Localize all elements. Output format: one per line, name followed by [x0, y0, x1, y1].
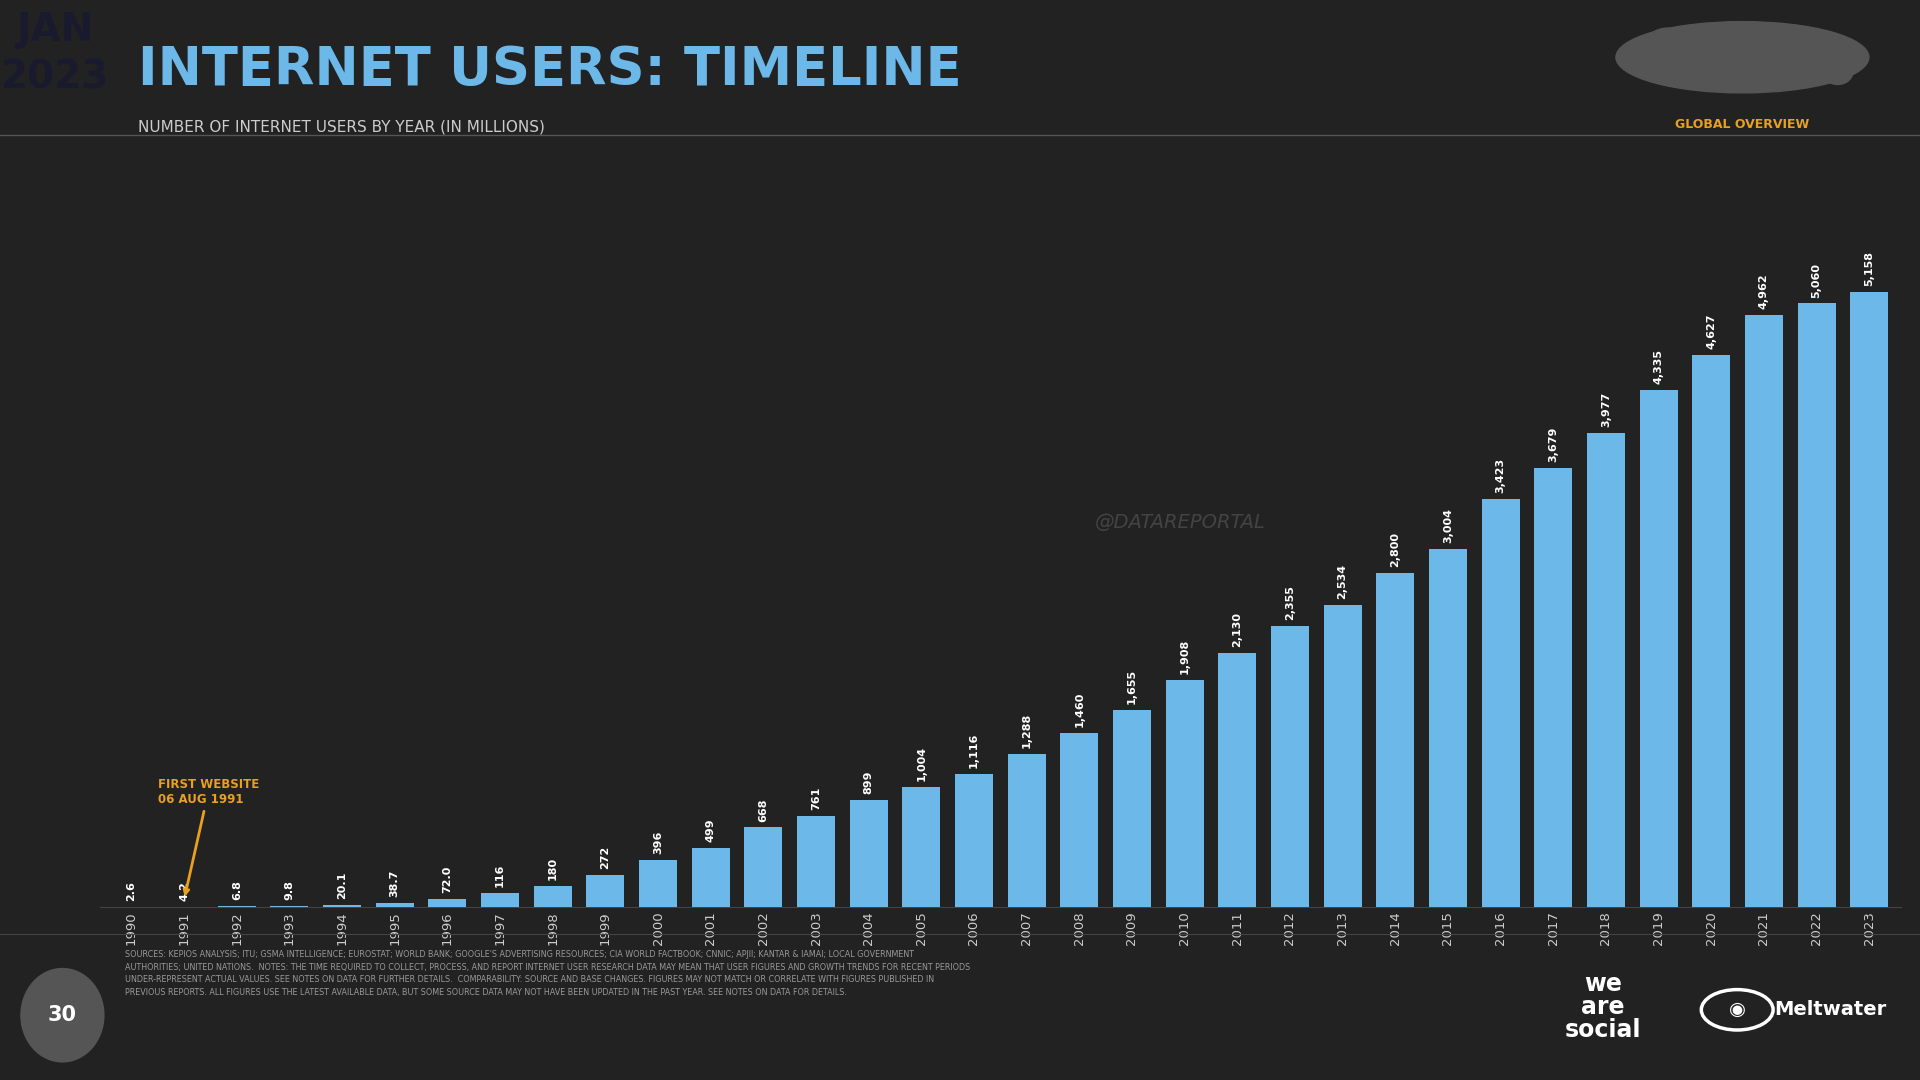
Bar [902, 787, 941, 907]
Text: ◉: ◉ [1728, 1000, 1745, 1020]
Text: 180: 180 [547, 856, 557, 880]
Bar [851, 800, 887, 907]
Bar [1219, 653, 1256, 907]
Bar [586, 875, 624, 907]
Bar [482, 893, 518, 907]
Text: we
are
social: we are social [1565, 972, 1642, 1041]
Text: 4.2: 4.2 [179, 881, 188, 901]
Bar [1008, 754, 1046, 907]
Bar [534, 886, 572, 907]
Bar [1482, 499, 1519, 907]
Text: FIRST WEBSITE
06 AUG 1991: FIRST WEBSITE 06 AUG 1991 [157, 778, 259, 894]
Bar [1271, 626, 1309, 907]
Text: 2,355: 2,355 [1284, 585, 1294, 620]
Text: 1,288: 1,288 [1021, 713, 1031, 747]
Text: 1,460: 1,460 [1075, 691, 1085, 727]
Text: @DATAREPORTAL: @DATAREPORTAL [1094, 513, 1265, 532]
Bar [1640, 390, 1678, 907]
Bar [1165, 679, 1204, 907]
Bar [1534, 469, 1572, 907]
Text: SOURCES: KEPIOS ANALYSIS; ITU; GSMA INTELLIGENCE; EUROSTAT; WORLD BANK; GOOGLE'S: SOURCES: KEPIOS ANALYSIS; ITU; GSMA INTE… [125, 950, 970, 997]
Ellipse shape [1776, 32, 1828, 69]
Text: 499: 499 [707, 819, 716, 841]
Ellipse shape [1724, 31, 1761, 70]
Bar [745, 827, 781, 907]
Text: 30: 30 [48, 1005, 77, 1025]
Text: 20.1: 20.1 [338, 872, 348, 899]
Bar [1692, 355, 1730, 907]
Text: 3,423: 3,423 [1496, 458, 1505, 492]
Bar [1745, 315, 1784, 907]
Text: 2,800: 2,800 [1390, 532, 1400, 567]
Bar [1114, 710, 1150, 907]
Text: 272: 272 [601, 846, 611, 868]
Text: 38.7: 38.7 [390, 869, 399, 896]
Text: INTERNET USERS: TIMELINE: INTERNET USERS: TIMELINE [138, 44, 962, 96]
Text: 1,655: 1,655 [1127, 669, 1137, 704]
Bar [1060, 733, 1098, 907]
Bar [1428, 549, 1467, 907]
Text: 4,962: 4,962 [1759, 273, 1768, 309]
Ellipse shape [1822, 62, 1853, 84]
Text: 2.6: 2.6 [127, 881, 136, 901]
Bar [323, 905, 361, 907]
Text: 72.0: 72.0 [442, 865, 453, 893]
Text: 1,116: 1,116 [970, 732, 979, 768]
Text: 5,158: 5,158 [1864, 251, 1874, 286]
Text: JAN: JAN [15, 11, 94, 50]
Bar [428, 899, 467, 907]
Bar [1797, 303, 1836, 907]
Text: 668: 668 [758, 798, 768, 822]
Text: 3,004: 3,004 [1444, 508, 1453, 543]
Text: Meltwater: Meltwater [1774, 1000, 1885, 1020]
Bar [271, 906, 309, 907]
Bar [1851, 292, 1887, 907]
Ellipse shape [1617, 22, 1868, 93]
Text: 6.8: 6.8 [232, 880, 242, 901]
Circle shape [21, 969, 104, 1062]
Bar [954, 774, 993, 907]
Text: 9.8: 9.8 [284, 880, 294, 900]
Bar [1323, 605, 1361, 907]
Text: NUMBER OF INTERNET USERS BY YEAR (IN MILLIONS): NUMBER OF INTERNET USERS BY YEAR (IN MIL… [138, 120, 545, 135]
Text: 761: 761 [810, 787, 822, 810]
Text: 3,679: 3,679 [1548, 427, 1559, 462]
Text: GLOBAL OVERVIEW: GLOBAL OVERVIEW [1676, 118, 1809, 131]
Text: 4,627: 4,627 [1707, 313, 1716, 349]
Text: 2023: 2023 [0, 58, 109, 97]
Text: 396: 396 [653, 831, 662, 854]
Text: 1,908: 1,908 [1179, 638, 1190, 674]
Text: 1,004: 1,004 [916, 746, 925, 782]
Bar [691, 848, 730, 907]
Text: 4,335: 4,335 [1653, 349, 1663, 384]
Bar [797, 816, 835, 907]
Bar [639, 860, 678, 907]
Bar [376, 903, 413, 907]
Text: 3,977: 3,977 [1601, 391, 1611, 427]
Bar [1588, 433, 1624, 907]
Bar [1377, 573, 1415, 907]
Text: 2,130: 2,130 [1233, 612, 1242, 647]
Ellipse shape [1645, 28, 1690, 60]
Text: 5,060: 5,060 [1812, 262, 1822, 297]
Text: 2,534: 2,534 [1338, 564, 1348, 599]
Text: 899: 899 [864, 770, 874, 794]
Text: 116: 116 [495, 864, 505, 888]
